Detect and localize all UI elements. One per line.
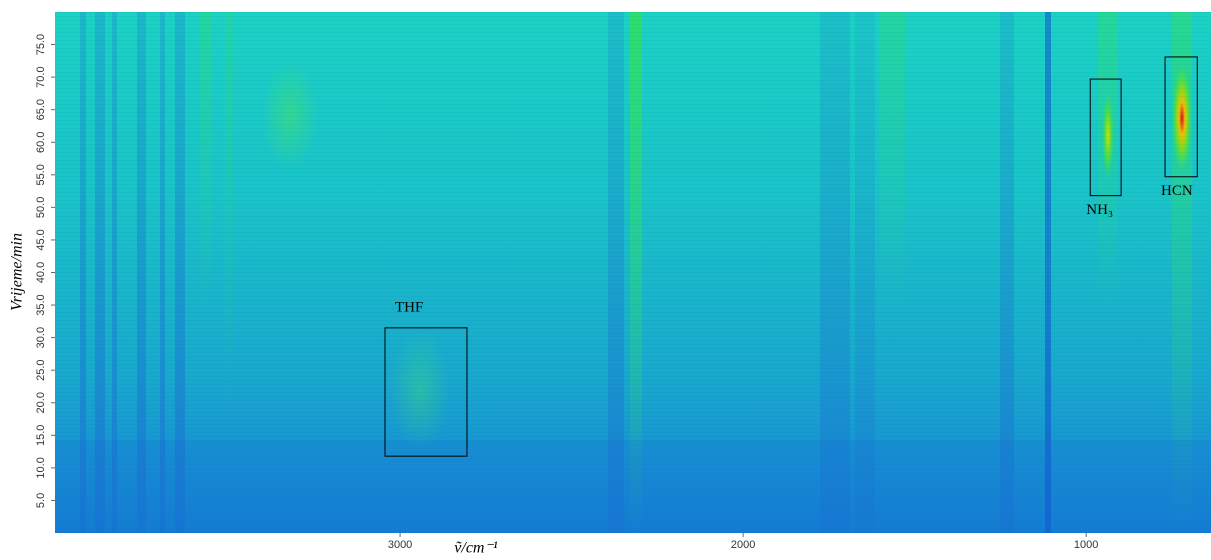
y-tick-label: 75.0 [35,34,47,55]
y-tick-label: 35.0 [35,294,47,315]
y-axis-label: Vrijeme/min [9,233,26,311]
annotation-label: NH₃ [1086,202,1113,218]
y-tick-label: 40.0 [35,262,47,283]
annotation-label: THF [395,299,423,315]
annotation-box [384,327,468,457]
annotation-label: HCN [1161,183,1193,199]
y-tick-label: 15.0 [35,425,47,446]
y-tick-label: 55.0 [35,164,47,185]
y-tick-label: 5.0 [35,493,47,508]
y-tick-label: 50.0 [35,197,47,218]
y-tick-label: 10.0 [35,457,47,478]
x-tick-label: 3000 [388,539,412,551]
y-tick-label: 65.0 [35,99,47,120]
y-tick-label: 70.0 [35,66,47,87]
y-tick-label: 20.0 [35,392,47,413]
heatmap-background [55,12,1211,533]
annotation-box [1164,56,1198,178]
y-tick-label: 60.0 [35,132,47,153]
annotation-box [1089,78,1122,197]
y-tick-label: 30.0 [35,327,47,348]
y-tick-label: 25.0 [35,359,47,380]
x-tick-label: 1000 [1074,539,1098,551]
x-tick-label: 2000 [731,539,755,551]
y-tick-label: 45.0 [35,229,47,250]
x-axis-label: ṽ/cm⁻¹ [454,540,498,557]
